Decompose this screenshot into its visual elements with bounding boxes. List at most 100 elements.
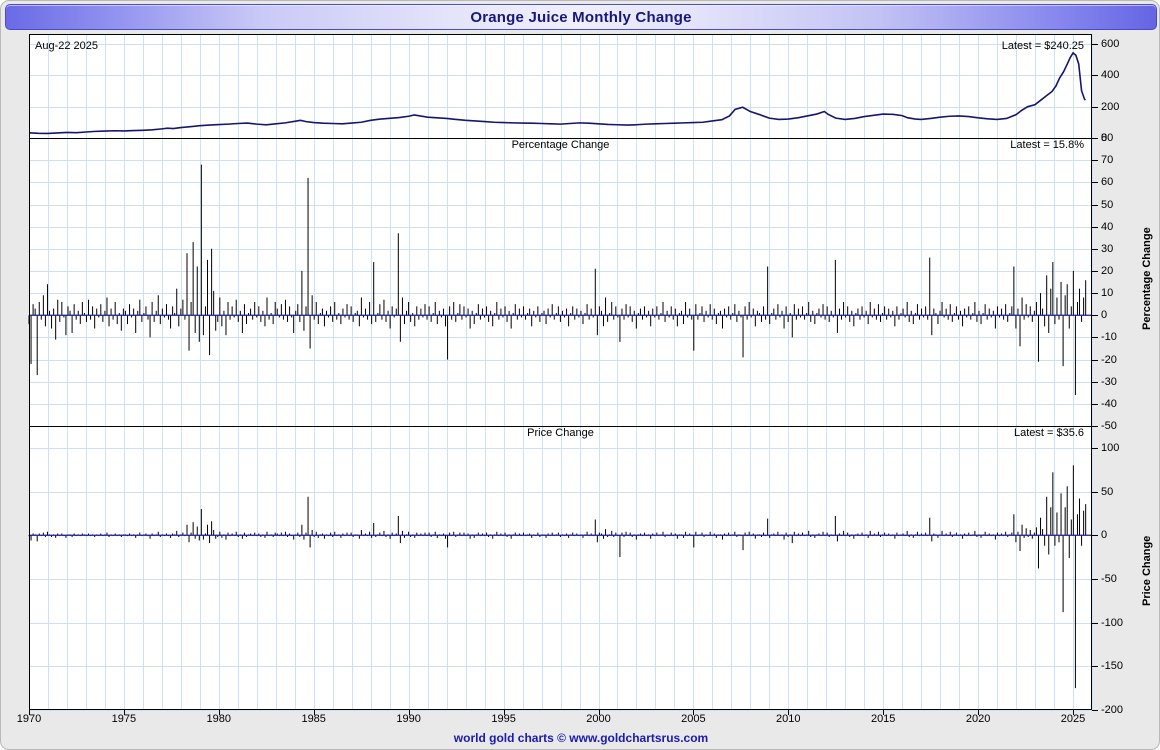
- gridline-vertical: [275, 34, 277, 710]
- axis-tick: [1092, 204, 1098, 206]
- axis-tick-label: 10: [1101, 287, 1114, 300]
- gridline-vertical: [769, 34, 771, 710]
- gridline-vertical: [67, 34, 68, 710]
- gridline-vertical: [237, 34, 239, 710]
- gridline-vertical: [484, 34, 486, 710]
- gridline-vertical: [902, 34, 904, 710]
- gridline-horizontal: [29, 710, 1092, 711]
- gridline-vertical: [218, 34, 220, 710]
- gridline-horizontal: [29, 248, 1092, 250]
- axis-tick: [1092, 293, 1098, 295]
- gridline-vertical: [85, 34, 87, 710]
- gridline-horizontal: [29, 160, 1092, 162]
- axis-tick: [1092, 270, 1098, 272]
- axis-tick: [1092, 138, 1098, 139]
- gridline-vertical: [826, 34, 828, 710]
- price-latest-label: Latest = $240.25: [1001, 40, 1084, 52]
- x-axis-tick-label: 2010: [776, 713, 801, 725]
- x-axis-tick-label: 2020: [965, 713, 991, 725]
- axis-tick-label: 100: [1101, 441, 1120, 454]
- gridline-vertical: [332, 34, 334, 710]
- axis-tick: [1092, 491, 1098, 493]
- axis-tick-label: -50: [1101, 572, 1117, 585]
- axis-tick-label: 50: [1101, 198, 1114, 211]
- gridline-vertical: [674, 34, 676, 710]
- gridline-vertical: [48, 34, 49, 710]
- gridline-vertical: [1054, 34, 1055, 710]
- gridline-vertical: [522, 34, 524, 710]
- gridline-vertical: [142, 34, 144, 710]
- gridline-horizontal: [29, 337, 1092, 339]
- gridline-vertical: [864, 34, 866, 710]
- gridline-horizontal: [29, 666, 1092, 668]
- axis-tick: [1092, 710, 1098, 711]
- plot-frame-bottom: [29, 709, 1092, 710]
- axis-tick: [1092, 226, 1098, 228]
- gridline-vertical: [199, 34, 201, 710]
- gridline-vertical: [598, 34, 600, 710]
- gridline-vertical: [104, 34, 106, 710]
- x-axis-tick: [313, 710, 315, 715]
- percentage-panel-title: Percentage Change: [511, 139, 610, 151]
- gridline-vertical: [503, 34, 505, 710]
- axis-tick: [1092, 75, 1098, 76]
- x-axis-tick-label: 1980: [206, 713, 232, 725]
- gridline-horizontal: [29, 381, 1092, 383]
- gridline-vertical: [465, 34, 467, 710]
- percentage-change-bars: [28, 164, 1087, 395]
- gridline-vertical: [161, 34, 163, 710]
- axis-tick: [1092, 315, 1098, 317]
- gridline-vertical: [1092, 34, 1093, 710]
- gridline-vertical: [731, 34, 733, 710]
- gridline-vertical: [978, 34, 980, 710]
- gridline-horizontal: [29, 106, 1092, 108]
- gridline-vertical: [180, 34, 182, 710]
- axis-tick-label: 600: [1101, 37, 1120, 50]
- axis-tick: [1092, 337, 1098, 339]
- gridline-vertical: [427, 34, 429, 710]
- gridline-vertical: [883, 34, 885, 710]
- axis-tick-label: 0: [1101, 309, 1108, 322]
- x-axis-tick: [503, 710, 505, 715]
- axis-tick-label: 30: [1101, 242, 1114, 255]
- axis-tick-label: -50: [1101, 420, 1117, 432]
- gridline-horizontal: [29, 182, 1092, 184]
- axis-tick: [1092, 535, 1098, 537]
- axis-tick: [1092, 160, 1098, 162]
- x-axis-tick: [123, 710, 125, 715]
- axis-tick: [1092, 426, 1098, 427]
- axis-tick-label: -20: [1101, 353, 1117, 366]
- axis-tick-label: -200: [1101, 704, 1124, 716]
- price-change-bars: [28, 465, 1087, 689]
- gridline-horizontal: [29, 293, 1092, 295]
- axis-tick-label: -40: [1101, 397, 1117, 410]
- gridline-horizontal: [29, 270, 1092, 272]
- x-axis-tick: [598, 710, 600, 715]
- gridline-vertical: [940, 34, 942, 710]
- gridline-vertical: [541, 34, 543, 710]
- price-change-latest-label: Latest = $35.6: [1013, 427, 1084, 439]
- x-axis-tick-label: 1970: [16, 713, 42, 725]
- plot-frame-top: [29, 34, 1092, 35]
- gridline-vertical: [617, 34, 619, 710]
- gridline-vertical: [408, 34, 410, 710]
- x-axis-tick-label: 2015: [870, 713, 896, 725]
- gridline-vertical: [788, 34, 790, 710]
- axis-tick: [1092, 106, 1098, 108]
- gridline-horizontal: [29, 491, 1092, 493]
- plot-frame-right: [1091, 34, 1092, 710]
- axis-tick: [1092, 359, 1098, 361]
- page-title: Orange Juice Monthly Change: [470, 9, 692, 26]
- gridline-horizontal: [29, 578, 1092, 580]
- x-axis-tick-label: 1975: [111, 713, 137, 725]
- axis-tick-label: 70: [1101, 154, 1114, 167]
- axis-tick-label: 60: [1101, 176, 1114, 189]
- axis-tick-label: 0: [1101, 529, 1108, 542]
- axis-tick-label: 20: [1101, 264, 1114, 277]
- gridline-vertical: [446, 34, 448, 710]
- gridline-vertical: [1073, 34, 1074, 710]
- gridline-horizontal: [29, 622, 1092, 624]
- gridline-vertical: [959, 34, 961, 710]
- panel-separator-2: [29, 426, 1092, 427]
